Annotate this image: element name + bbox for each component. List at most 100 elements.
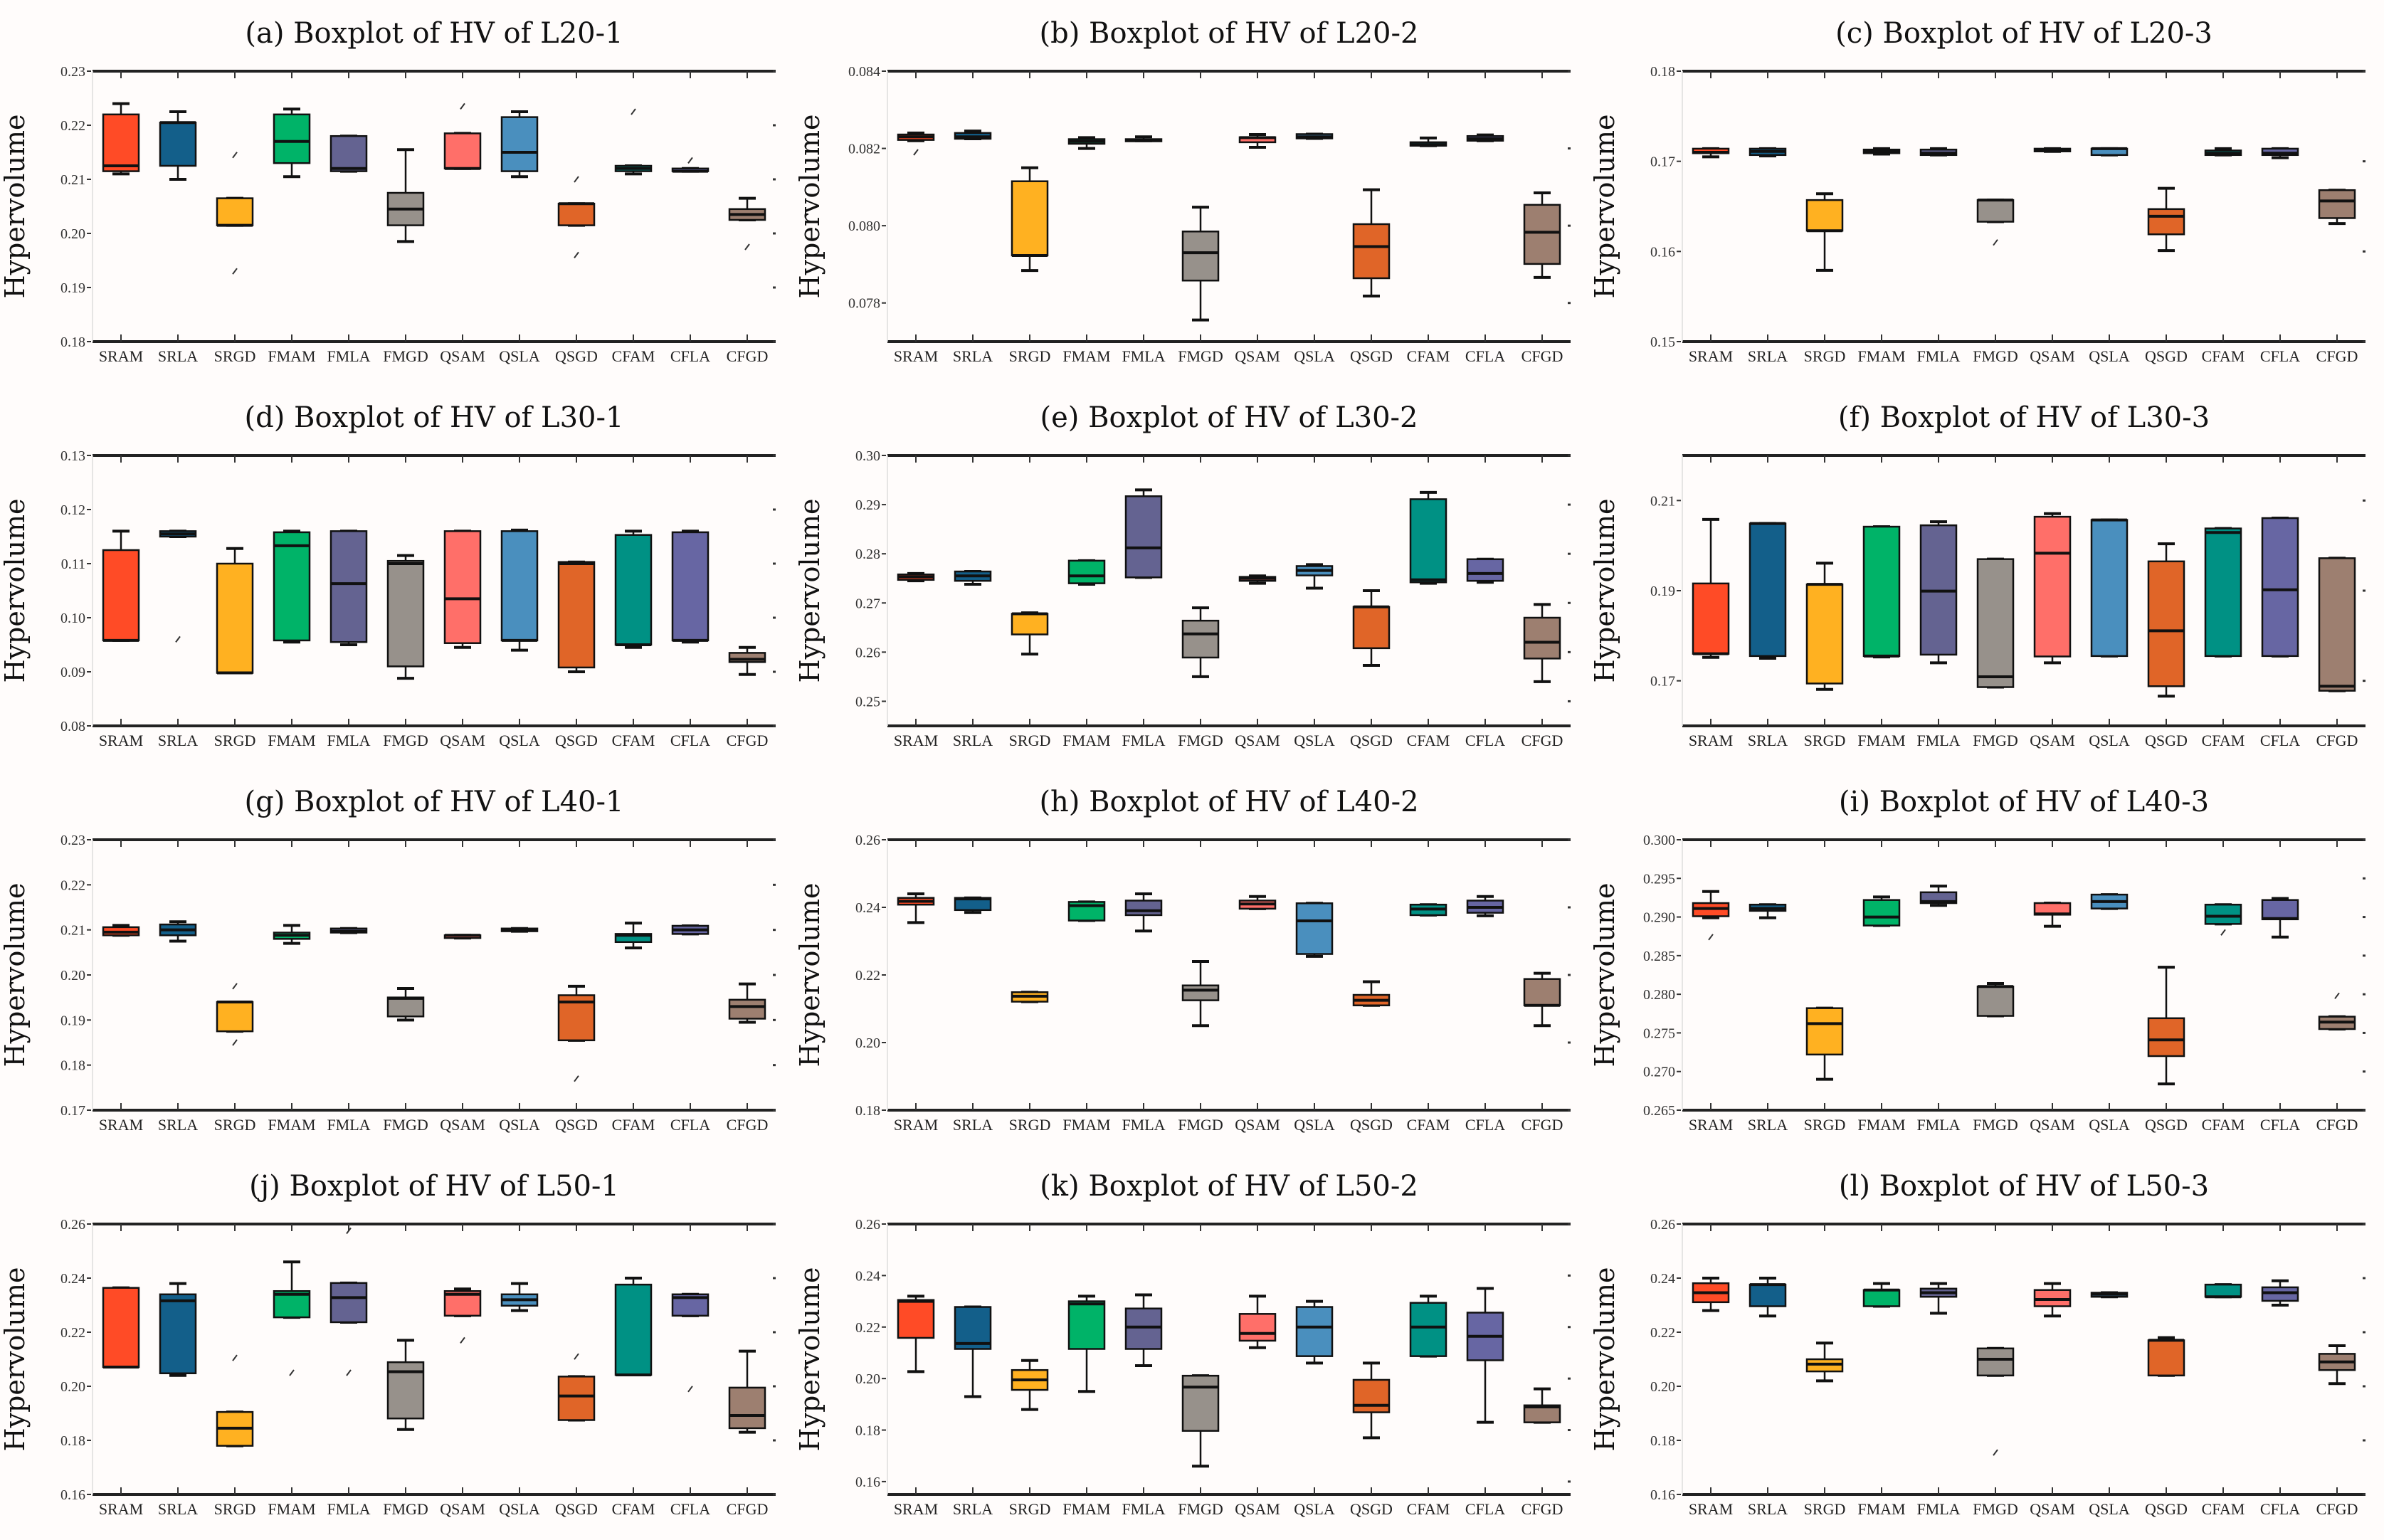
box-iqr	[1409, 1302, 1447, 1357]
box-cfgd	[728, 196, 766, 250]
x-tick-label: CFGD	[2316, 1116, 2358, 1134]
box-iqr	[1295, 902, 1334, 955]
y-tick-label: 0.21	[60, 923, 85, 939]
box-fmla	[329, 529, 368, 646]
box-iqr	[329, 1282, 368, 1324]
x-tick-label: CFGD	[1521, 732, 1563, 749]
box-cfgd	[728, 982, 766, 1024]
box-qsam	[2033, 147, 2072, 153]
box-fmla	[1124, 135, 1163, 142]
x-tick-label: FMAM	[268, 1116, 315, 1134]
box-iqr	[443, 530, 482, 644]
box-srgd	[1805, 561, 1844, 691]
y-tick-label: 0.24	[1650, 1271, 1675, 1287]
box-cfgd	[728, 1349, 766, 1434]
y-tick-label: 0.18	[1650, 64, 1675, 80]
box-cfam	[1409, 490, 1447, 585]
box-iqr	[1409, 498, 1447, 584]
y-tick-label: 0.280	[1643, 987, 1675, 1003]
box-fmgd	[1181, 960, 1220, 1028]
box-iqr	[2204, 903, 2242, 925]
x-tick-label: SRGD	[214, 347, 256, 365]
box-sram	[897, 571, 935, 583]
box-cfgd	[1523, 603, 1561, 683]
x-tick-label: CFGD	[727, 1500, 769, 1518]
boxplot-panel: (e) Boxplot of HV of L30-2 Hypervolume 0.2…	[794, 401, 1571, 749]
box-fmam	[1067, 559, 1106, 586]
x-tick-label: CFAM	[612, 732, 655, 749]
x-tick-label: SRAM	[894, 1116, 938, 1134]
box-iqr	[2318, 557, 2356, 692]
box-srgd	[216, 983, 254, 1046]
box-sram	[1692, 147, 1730, 159]
y-axis-label: Hypervolume	[794, 498, 826, 682]
box-srla	[159, 529, 197, 643]
box-iqr	[1523, 204, 1561, 265]
box-qsla	[2090, 893, 2129, 910]
x-tick-label: FMAM	[268, 1500, 315, 1518]
y-axis-label: Hypervolume	[1589, 882, 1620, 1067]
y-tick-label: 0.24	[855, 1268, 880, 1284]
y-tick-label: 0.16	[1650, 244, 1675, 260]
y-tick-label: 0.18	[855, 1423, 880, 1439]
box-iqr	[159, 1293, 197, 1375]
outlier-marker	[631, 108, 636, 115]
y-tick-label: 0.17	[1650, 154, 1675, 170]
panel-title: (g) Boxplot of HV of L40-1	[245, 786, 624, 818]
box-iqr	[728, 1386, 766, 1430]
box-iqr	[954, 1306, 992, 1350]
x-tick-label: QSGD	[2145, 347, 2188, 365]
panel-title: (i) Boxplot of HV of L40-3	[1839, 786, 2209, 818]
x-tick-label: FMLA	[1122, 347, 1165, 365]
box-cfam	[614, 922, 653, 949]
box-srgd	[1011, 166, 1049, 273]
x-tick-label: SRLA	[1748, 1500, 1788, 1518]
x-tick-label: CFLA	[670, 347, 710, 365]
x-tick-label: CFLA	[1465, 1500, 1505, 1518]
box-fmgd	[1181, 606, 1220, 678]
box-iqr	[216, 1001, 254, 1033]
box-sram	[102, 924, 140, 937]
x-tick-label: FMGD	[383, 732, 428, 749]
x-tick-label: QSAM	[2030, 1500, 2075, 1518]
box-cfla	[1466, 133, 1504, 142]
box-iqr	[443, 132, 482, 170]
y-tick-label: 0.22	[60, 118, 85, 134]
x-tick-label: CFGD	[1521, 347, 1563, 365]
x-tick-label: FMLA	[1122, 732, 1165, 749]
box-sram	[102, 529, 140, 642]
box-qsla	[2090, 1291, 2129, 1299]
box-iqr	[1466, 558, 1504, 582]
box-cfla	[2261, 147, 2299, 159]
box-qsgd	[557, 176, 596, 258]
box-qsam	[443, 1287, 482, 1344]
x-tick-label: SRGD	[1804, 732, 1846, 749]
x-tick-label: SRAM	[894, 347, 938, 365]
box-srgd	[1011, 611, 1049, 656]
y-tick-label: 0.290	[1643, 910, 1675, 926]
y-tick-label: 0.08	[60, 719, 85, 734]
x-tick-label: QSLA	[1294, 732, 1335, 749]
box-iqr	[1352, 1378, 1391, 1413]
x-tick-label: QSAM	[2030, 347, 2075, 365]
box-iqr	[1124, 495, 1163, 579]
y-tick-label: 0.18	[60, 334, 85, 350]
y-tick-label: 0.29	[855, 497, 880, 513]
x-tick-label: CFGD	[1521, 1500, 1563, 1518]
y-tick-label: 0.082	[848, 142, 880, 157]
outlier-marker	[460, 102, 465, 110]
box-iqr	[159, 121, 197, 167]
box-cfgd	[1523, 1387, 1561, 1424]
x-tick-label: QSLA	[1294, 347, 1335, 365]
x-tick-label: QSAM	[440, 1500, 485, 1518]
x-tick-label: FMGD	[1178, 1500, 1223, 1518]
box-srgd	[216, 547, 254, 675]
box-iqr	[2147, 208, 2185, 236]
box-qsgd	[2147, 542, 2185, 698]
x-tick-label: QSLA	[499, 1500, 540, 1518]
x-tick-label: SRLA	[158, 1116, 198, 1134]
y-tick-label: 0.078	[848, 296, 880, 312]
box-srgd	[1805, 192, 1844, 272]
box-qsla	[500, 1282, 539, 1312]
x-tick-label: SRLA	[953, 1500, 993, 1518]
